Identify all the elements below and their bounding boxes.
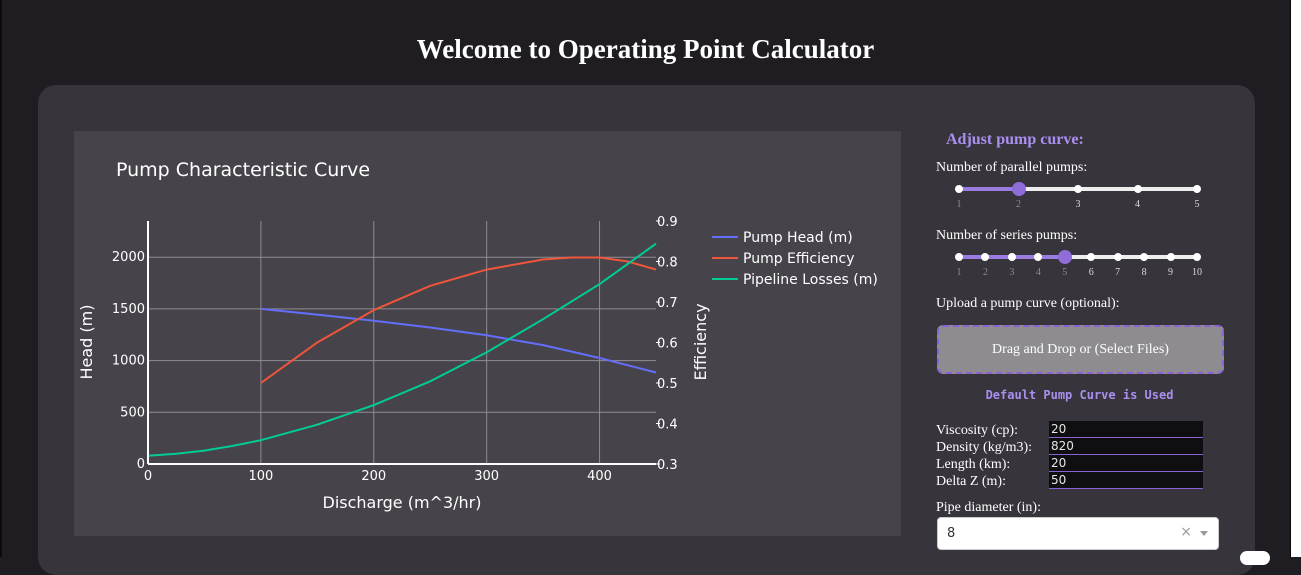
series-pumps-label: Number of series pumps: [936, 228, 1078, 243]
x-tick-label: 100 [248, 469, 273, 484]
slider-mark-label[interactable]: 5 [1194, 199, 1200, 210]
legend-label: Pipeline Losses (m) [743, 272, 878, 288]
pipe-diameter-select[interactable]: 8 × [937, 517, 1219, 550]
slider-mark-label[interactable]: 2 [1016, 199, 1021, 210]
series-line-1 [260, 307, 657, 374]
slider-mark-label[interactable]: 9 [1168, 267, 1174, 278]
series-pumps-marks: 1 2 3 4 5 6 7 8 9 10 [956, 267, 1203, 279]
length-input[interactable] [1049, 455, 1203, 472]
slider-mark-label[interactable]: 3 [1075, 199, 1081, 210]
chat-bubble[interactable] [1240, 551, 1270, 565]
slider-mark-label[interactable]: 7 [1115, 267, 1121, 278]
slider-step-dot[interactable] [1166, 253, 1175, 261]
x-tick-label: 0 [144, 469, 152, 484]
legend-label: Pump Efficiency [743, 251, 854, 267]
y-tick-label: 2000 [112, 250, 145, 265]
slider-mark-label[interactable]: 4 [1035, 267, 1041, 278]
y2-tick-label: 0.4 [657, 418, 678, 433]
y-tick-label: 500 [120, 405, 145, 420]
upload-dropzone[interactable]: Drag and Drop or (Select Files) [937, 325, 1224, 374]
series-line-3 [147, 242, 657, 457]
upload-dropzone-text: Drag and Drop or (Select Files) [992, 341, 1169, 357]
slider-step-dot[interactable] [955, 253, 963, 261]
slider-step-dot[interactable] [1140, 253, 1149, 261]
slider-mark-label[interactable]: 6 [1088, 267, 1094, 278]
slider-step-dot[interactable] [1074, 185, 1082, 193]
x-tick-label: 200 [361, 469, 386, 484]
series-pumps-slider[interactable] [955, 250, 1201, 264]
slider-mark-label[interactable]: 1 [956, 267, 962, 278]
pipe-diameter-label: Pipe diameter (in): [936, 500, 1041, 515]
y2-tick-label: 0.3 [657, 458, 678, 473]
legend-label: Pump Head (m) [743, 230, 853, 246]
slider-step-dot[interactable] [981, 253, 990, 261]
slider-step-dot[interactable] [1113, 253, 1122, 261]
window-edge-right [1290, 0, 1291, 557]
slider-mark-label[interactable]: 2 [982, 267, 988, 278]
window-edge-left [0, 0, 2, 557]
series-line-2 [260, 256, 657, 384]
controls-heading: Adjust pump curve: [946, 131, 1084, 148]
y2-tick-label: 0.6 [657, 337, 678, 352]
slider-step-dot[interactable] [1087, 253, 1096, 261]
y-tick-label: 1500 [112, 302, 145, 317]
parallel-pumps-label: Number of parallel pumps: [936, 160, 1088, 175]
y-axis-label: Head (m) [77, 305, 96, 380]
pipe-diameter-value: 8 [947, 526, 956, 541]
x-tick-label: 400 [587, 469, 612, 484]
scrollbar-track[interactable] [1291, 0, 1301, 557]
slider-mark-label[interactable]: 4 [1135, 199, 1140, 210]
chart-legend[interactable]: Pump Head (m) Pump Efficiency Pipeline Los… [712, 230, 878, 288]
chart-title: Pump Characteristic Curve [116, 159, 370, 181]
y2-tick-label: 0.9 [657, 215, 678, 230]
chevron-down-icon[interactable] [1200, 531, 1208, 536]
parallel-pumps-slider[interactable] [955, 182, 1201, 196]
x-tick-label: 300 [474, 469, 499, 484]
slider-handle[interactable] [1011, 182, 1026, 196]
upload-status: Default Pump Curve is Used [985, 388, 1174, 402]
slider-mark-label[interactable]: 10 [1192, 267, 1202, 278]
y2-tick-label: 0.8 [657, 256, 678, 271]
x-axis-label: Discharge (m^3/hr) [323, 493, 482, 512]
slider-mark-label[interactable]: 5 [1062, 267, 1068, 278]
parallel-pumps-marks: 1 2 3 4 5 [956, 199, 1200, 211]
chart-axes: 0 100 200 300 400 0 500 1000 1500 2000 0.3 0.4 0.5 0.… [112, 215, 678, 484]
pump-chart[interactable]: Pump Characteristic Curve 0 100 200 300 400 0… [74, 131, 901, 536]
y2-tick-label: 0.5 [657, 377, 678, 392]
viscosity-input[interactable] [1049, 421, 1203, 438]
slider-step-dot[interactable] [1193, 253, 1201, 261]
slider-step-dot[interactable] [1007, 253, 1016, 261]
chart-series [147, 242, 657, 457]
delta-z-label: Delta Z (m): [936, 474, 1006, 489]
slider-fill [959, 187, 1019, 191]
y2-axis-label: Efficiency [691, 303, 710, 380]
chart-svg: Pump Characteristic Curve 0 100 200 300 4000… [77, 159, 878, 512]
viscosity-label: Viscosity (cp): [936, 423, 1018, 438]
y-tick-label: 0 [137, 457, 145, 472]
length-label: Length (km): [936, 457, 1011, 472]
page-title: Welcome to Operating Point Calculator [416, 34, 875, 64]
upload-label: Upload a pump curve (optional): [936, 296, 1120, 311]
slider-step-dot[interactable] [1034, 253, 1043, 261]
delta-z-input[interactable] [1049, 472, 1203, 489]
y2-tick-label: 0.7 [657, 296, 678, 311]
slider-mark-label[interactable]: 1 [956, 199, 962, 210]
density-input[interactable] [1049, 438, 1203, 455]
density-label: Density (kg/m3): [936, 440, 1033, 455]
clear-icon[interactable]: × [1180, 524, 1192, 540]
y-tick-label: 1000 [112, 354, 145, 369]
slider-handle[interactable] [1057, 250, 1072, 264]
slider-step-dot[interactable] [1193, 185, 1201, 193]
slider-mark-label[interactable]: 8 [1141, 267, 1147, 278]
slider-step-dot[interactable] [955, 185, 963, 193]
slider-mark-label[interactable]: 3 [1009, 267, 1015, 278]
slider-step-dot[interactable] [1133, 185, 1142, 193]
